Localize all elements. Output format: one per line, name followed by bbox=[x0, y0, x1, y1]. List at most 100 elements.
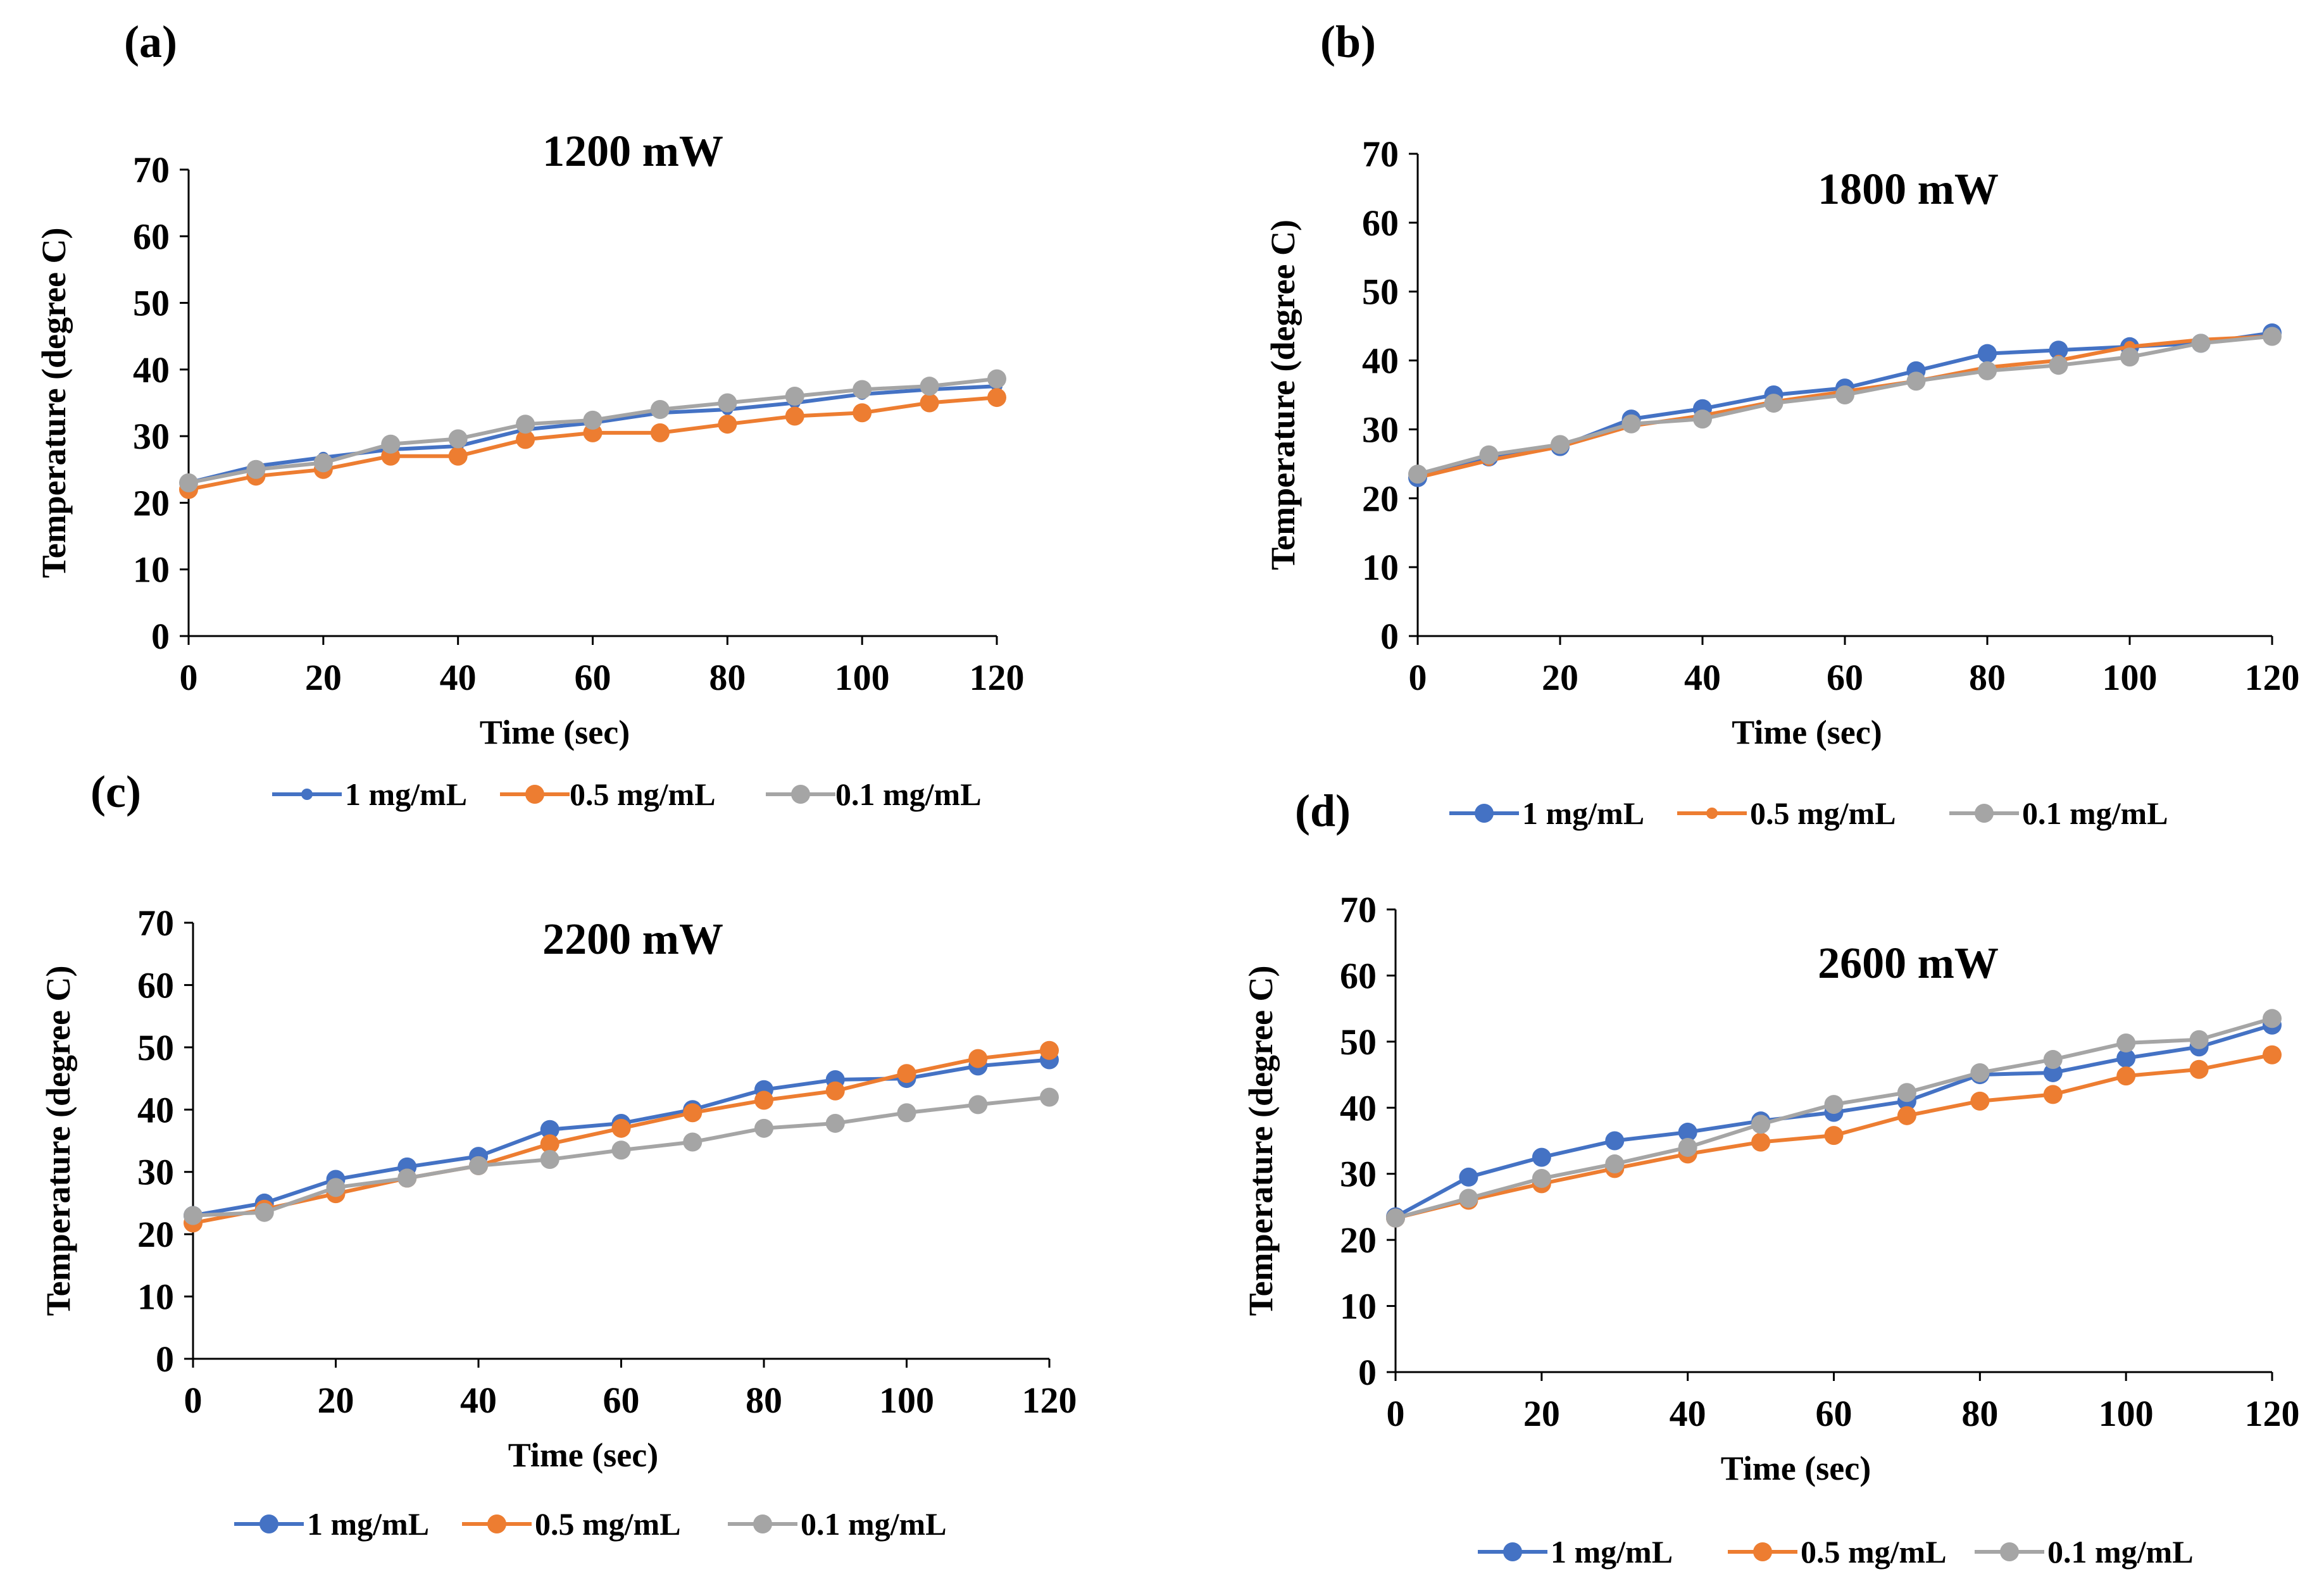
legend-item: 0.1 mg/mL bbox=[1975, 1534, 2194, 1570]
series-group bbox=[1408, 323, 2282, 487]
x-tick-label: 100 bbox=[2099, 1393, 2154, 1434]
data-point bbox=[179, 473, 198, 492]
x-tick-label: 40 bbox=[1670, 1393, 1706, 1434]
x-axis-label: Time (sec) bbox=[1721, 1449, 1871, 1487]
data-point bbox=[1978, 344, 1997, 363]
x-tick-label: 80 bbox=[1969, 657, 2006, 698]
chart-title: 1800 mW bbox=[1818, 165, 1999, 214]
legend-swatch-marker bbox=[525, 785, 544, 804]
x-tick-label: 0 bbox=[180, 657, 198, 698]
series-group bbox=[184, 1087, 1059, 1225]
legend: 1 mg/mL 0.5 mg/mL 0.1 mg/mL bbox=[234, 1506, 947, 1542]
data-point bbox=[650, 423, 670, 442]
x-axis-label: Time (sec) bbox=[480, 713, 630, 751]
data-point bbox=[2189, 1059, 2209, 1079]
data-point bbox=[1040, 1040, 1059, 1060]
y-tick-label: 70 bbox=[133, 149, 170, 190]
data-point bbox=[1678, 1137, 1697, 1157]
data-point bbox=[1764, 394, 1784, 413]
legend-swatch-marker bbox=[259, 1514, 278, 1533]
data-point bbox=[611, 1118, 631, 1138]
data-point bbox=[469, 1156, 488, 1175]
legend-swatch-marker bbox=[487, 1514, 506, 1533]
data-point bbox=[2049, 340, 2068, 360]
data-point bbox=[540, 1150, 559, 1170]
y-tick-label: 60 bbox=[137, 965, 174, 1006]
data-point bbox=[987, 388, 1006, 408]
data-point bbox=[785, 406, 804, 426]
data-point bbox=[754, 1090, 773, 1110]
data-point bbox=[2263, 1045, 2282, 1065]
data-point bbox=[246, 459, 266, 479]
legend-item: 0.1 mg/mL bbox=[766, 777, 982, 812]
x-tick-label: 0 bbox=[1409, 657, 1427, 698]
data-point bbox=[1906, 372, 1926, 391]
chart-title: 2600 mW bbox=[1818, 939, 1999, 988]
series-group bbox=[1386, 1009, 2282, 1228]
y-tick-label: 0 bbox=[151, 616, 170, 657]
x-tick-label: 80 bbox=[746, 1380, 782, 1421]
legend-item: 1 mg/mL bbox=[1449, 796, 1644, 831]
y-tick-label: 40 bbox=[137, 1089, 174, 1130]
panel-label: (c) bbox=[91, 766, 141, 817]
x-tick-label: 120 bbox=[2245, 1393, 2300, 1434]
legend-swatch-marker bbox=[301, 789, 313, 800]
data-point bbox=[718, 393, 737, 413]
data-point bbox=[920, 377, 939, 396]
data-point bbox=[897, 1064, 916, 1083]
y-tick-label: 60 bbox=[133, 216, 170, 257]
data-point bbox=[2189, 1030, 2209, 1049]
y-axis-label: Temperature (degree C) bbox=[35, 228, 73, 578]
x-tick-label: 60 bbox=[603, 1380, 640, 1421]
y-tick-label: 20 bbox=[1340, 1220, 1377, 1261]
y-tick-label: 70 bbox=[1362, 134, 1399, 175]
y-tick-label: 70 bbox=[137, 902, 174, 944]
data-point bbox=[1386, 1208, 1405, 1228]
data-point bbox=[1970, 1091, 1990, 1111]
legend-swatch-marker bbox=[753, 1514, 772, 1533]
data-point bbox=[2116, 1066, 2136, 1086]
x-tick-label: 20 bbox=[1523, 1393, 1560, 1434]
data-point bbox=[1693, 409, 1712, 429]
x-tick-label: 120 bbox=[1022, 1380, 1077, 1421]
data-point bbox=[448, 446, 468, 466]
chart-panel: (b) 1800 mW 0 10 20 30 40 50 60 70 0 20 40 60 80 100 120… bbox=[1264, 16, 2300, 831]
data-point bbox=[1408, 465, 1427, 484]
data-point bbox=[1897, 1106, 1916, 1125]
chart-panel: (d) 2600 mW 0 10 20 30 40 50 60 70 0 20 40 60 80 100 120… bbox=[1242, 785, 2300, 1570]
series-group bbox=[1386, 1045, 2282, 1228]
series-group bbox=[1386, 1015, 2282, 1227]
data-point bbox=[1532, 1169, 1551, 1189]
data-point bbox=[754, 1118, 773, 1138]
y-tick-label: 60 bbox=[1340, 955, 1377, 996]
x-tick-label: 40 bbox=[1684, 657, 1721, 698]
series-line bbox=[1417, 334, 2273, 480]
data-point bbox=[1751, 1132, 1771, 1152]
legend-swatch-marker bbox=[2000, 1542, 2019, 1561]
data-point bbox=[254, 1202, 274, 1222]
data-point bbox=[987, 369, 1006, 389]
data-point bbox=[2263, 327, 2282, 346]
y-tick-label: 0 bbox=[156, 1339, 174, 1380]
data-point bbox=[825, 1081, 845, 1101]
data-point bbox=[313, 453, 333, 473]
legend-label: 1 mg/mL bbox=[307, 1506, 429, 1542]
y-tick-label: 30 bbox=[137, 1152, 174, 1193]
y-tick-label: 60 bbox=[1362, 203, 1399, 244]
x-tick-label: 80 bbox=[1961, 1393, 1998, 1434]
data-point bbox=[1532, 1147, 1551, 1167]
data-point bbox=[516, 430, 535, 449]
y-tick-label: 10 bbox=[137, 1277, 174, 1318]
x-tick-label: 0 bbox=[1387, 1393, 1405, 1434]
data-point bbox=[897, 1103, 916, 1123]
y-tick-label: 30 bbox=[133, 416, 170, 457]
x-tick-label: 20 bbox=[318, 1380, 354, 1421]
data-point bbox=[785, 386, 804, 406]
x-tick-label: 20 bbox=[1542, 657, 1578, 698]
legend-swatch-marker bbox=[1475, 804, 1494, 823]
y-tick-label: 0 bbox=[1380, 616, 1399, 657]
y-tick-label: 40 bbox=[1362, 340, 1399, 382]
series-group bbox=[179, 388, 1006, 499]
data-point bbox=[1551, 435, 1570, 454]
